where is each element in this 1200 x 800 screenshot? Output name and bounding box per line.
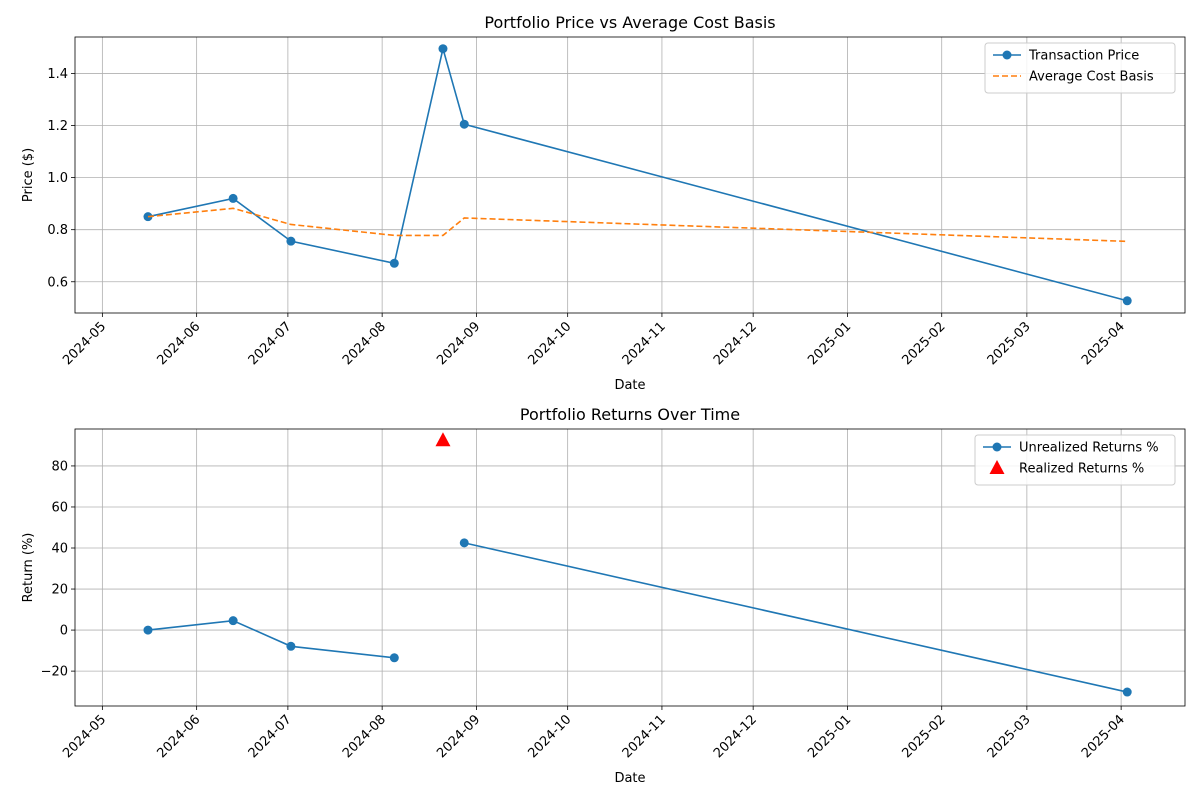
series-line <box>147 207 1128 243</box>
legend-label: Unrealized Returns % <box>1019 441 1159 456</box>
x-tick-label: 2025-03 <box>985 319 1034 368</box>
series-line <box>147 619 395 659</box>
y-tick-label: 1.4 <box>47 67 68 82</box>
legend-box <box>984 42 1176 94</box>
chart-title: Portfolio Price vs Average Cost Basis <box>484 13 775 32</box>
legend-label: Average Cost Basis <box>1029 70 1154 85</box>
y-tick-label: −20 <box>41 665 68 680</box>
y-axis-label: Return (%) <box>21 533 36 603</box>
x-tick-label: 2025-02 <box>900 319 949 368</box>
x-tick-label: 2024-05 <box>60 712 109 761</box>
plot-frame <box>74 36 1186 314</box>
x-axis-label: Date <box>614 378 645 393</box>
series-line <box>464 542 1128 693</box>
y-tick-label: 20 <box>51 583 68 598</box>
series-line <box>147 48 1128 302</box>
x-tick-label: 2025-01 <box>805 319 854 368</box>
data-point <box>1122 296 1132 306</box>
data-point <box>286 641 296 651</box>
data-point <box>389 653 399 663</box>
x-tick-label: 2024-08 <box>340 712 389 761</box>
x-tick-label: 2024-06 <box>154 319 203 368</box>
returns-chart: 2024-05 2024-06 2024-07 2024-08 2024-09 2024-… <box>21 405 1186 786</box>
x-tick-label: 2024-09 <box>434 319 483 368</box>
y-axis-label: Price ($) <box>21 148 36 202</box>
data-point <box>435 432 451 447</box>
x-tick-label: 2024-10 <box>525 319 574 368</box>
legend-label: Transaction Price <box>1028 49 1139 64</box>
data-point <box>459 119 469 129</box>
plot-frame <box>74 428 1186 707</box>
y-tick-label: 1.2 <box>47 119 68 134</box>
data-point <box>228 193 238 203</box>
y-tick-label: 60 <box>51 500 68 515</box>
legend-swatch-marker <box>1002 50 1012 60</box>
legend-swatch <box>989 460 1005 474</box>
legend-swatch-marker <box>992 442 1002 452</box>
x-tick-label: 2024-07 <box>246 712 295 761</box>
x-tick-label: 2024-05 <box>60 319 109 368</box>
x-tick-label: 2025-04 <box>1079 712 1128 761</box>
x-tick-label: 2024-11 <box>620 319 669 368</box>
x-tick-label: 2024-12 <box>711 712 760 761</box>
x-tick-label: 2024-07 <box>246 319 295 368</box>
data-point <box>286 236 296 246</box>
x-tick-label: 2025-01 <box>805 712 854 761</box>
data-point <box>459 538 469 548</box>
y-tick-label: 80 <box>51 459 68 474</box>
y-tick-label: 1.0 <box>47 171 68 186</box>
legend-box <box>974 434 1176 486</box>
chart-title: Portfolio Returns Over Time <box>520 405 740 424</box>
x-tick-label: 2024-09 <box>434 712 483 761</box>
data-point <box>143 625 153 635</box>
x-tick-label: 2024-06 <box>154 712 203 761</box>
x-tick-label: 2025-03 <box>985 712 1034 761</box>
data-point <box>228 616 238 626</box>
data-point <box>438 44 448 54</box>
legend-label: Realized Returns % <box>1019 462 1144 477</box>
x-tick-label: 2024-11 <box>620 712 669 761</box>
data-point <box>1122 687 1132 697</box>
x-tick-label: 2025-04 <box>1079 319 1128 368</box>
price-chart: 2024-05 2024-06 2024-07 2024-08 2024-09 2024-… <box>21 13 1186 393</box>
y-tick-label: 0 <box>60 624 68 639</box>
x-tick-label: 2024-12 <box>711 319 760 368</box>
y-tick-label: 40 <box>51 542 68 557</box>
y-tick-label: 0.6 <box>47 275 68 290</box>
x-axis-label: Date <box>614 771 645 786</box>
x-tick-label: 2024-10 <box>525 712 574 761</box>
y-tick-label: 0.8 <box>47 223 68 238</box>
data-point <box>389 258 399 268</box>
x-tick-label: 2024-08 <box>340 319 389 368</box>
x-tick-label: 2025-02 <box>900 712 949 761</box>
